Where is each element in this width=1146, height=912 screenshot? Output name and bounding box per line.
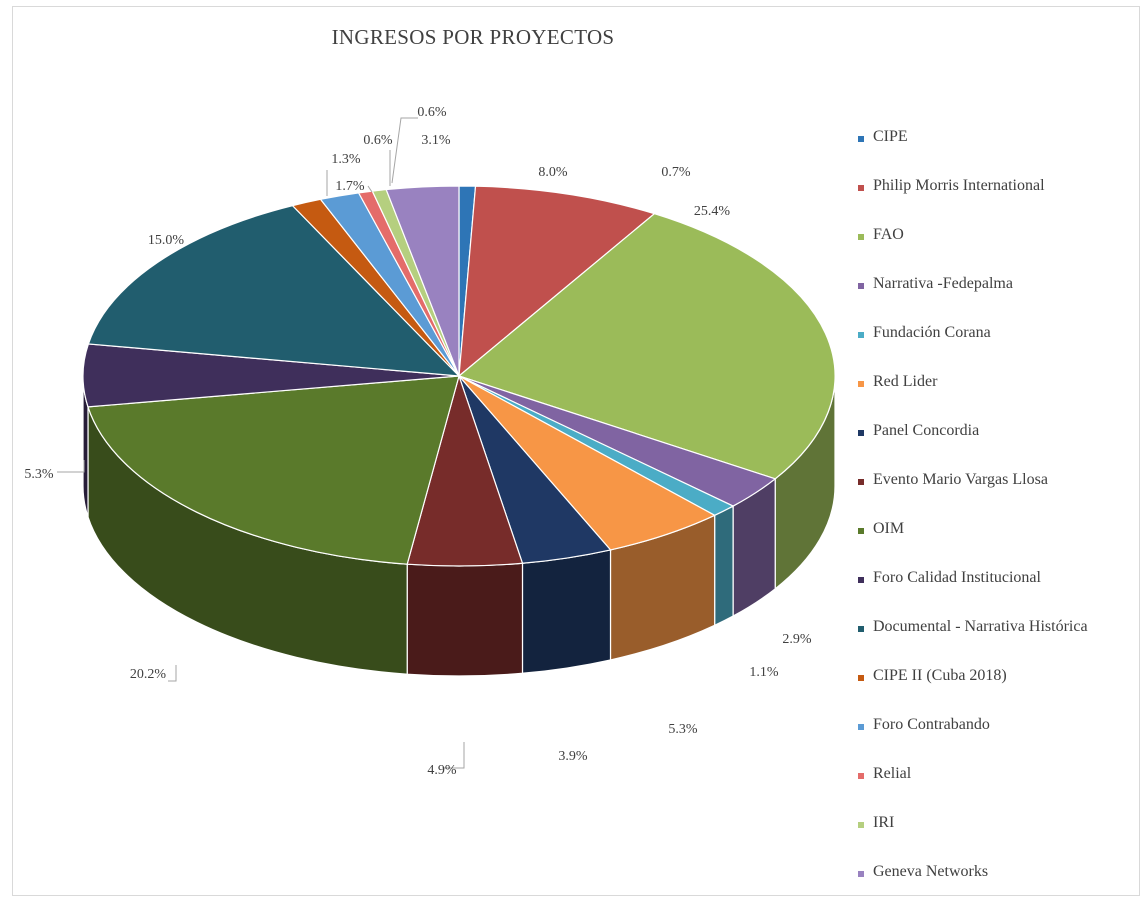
legend-label: Relial [873, 765, 912, 782]
legend-item-red-lider: Red Lider [858, 373, 1138, 422]
legend-label: CIPE [873, 128, 908, 145]
legend-item-narrativa-fedepalma: Narrativa -Fedepalma [858, 275, 1138, 324]
legend-label: Panel Concordia [873, 422, 980, 439]
legend-label: Foro Calidad Institucional [873, 569, 1041, 586]
legend-label: Geneva Networks [873, 863, 989, 880]
legend-item-geneva-networks: Geneva Networks [858, 863, 1138, 912]
pie-side-fundacion-corana [714, 505, 734, 627]
legend-label: FAO [873, 226, 904, 243]
legend-item-oim: OIM [858, 520, 1138, 569]
leader-line-foro-calidad-institucional [57, 460, 85, 473]
data-label-foro-contrabando: 1.7% [335, 179, 365, 194]
legend-swatch [858, 234, 864, 240]
legend-item-panel-concordia: Panel Concordia [858, 422, 1138, 471]
leader-line-iri [391, 117, 418, 184]
legend-label: Foro Contrabando [873, 716, 990, 733]
legend-label: OIM [873, 520, 905, 537]
legend-label: Philip Morris International [873, 177, 1045, 194]
legend-swatch [858, 528, 864, 534]
chart-title: INGRESOS POR PROYECTOS [331, 25, 615, 49]
pie-slice-geneva-networks [385, 185, 460, 377]
data-label-philip-morris-international: 8.0% [538, 165, 568, 180]
legend-item-cipe: CIPE [858, 128, 1138, 177]
legend-swatch [858, 626, 864, 632]
legend-label: Evento Mario Vargas Llosa [873, 471, 1048, 488]
pie-slice-oim [87, 375, 460, 565]
legend-swatch [858, 283, 864, 289]
legend-item-fundacion-corana: Fundación Corana [858, 324, 1138, 373]
leader-line-oim [168, 665, 177, 682]
legend-swatch [858, 871, 864, 877]
legend-swatch [858, 479, 864, 485]
legend-label: Fundación Corana [873, 324, 991, 341]
data-label-evento-mario-vargas-llosa: 4.9% [427, 763, 457, 778]
legend-swatch [858, 675, 864, 681]
data-label-panel-concordia: 3.9% [558, 749, 588, 764]
pie-side-panel-concordia [521, 549, 612, 674]
legend-item-cipe-ii-cuba-2018: CIPE II (Cuba 2018) [858, 667, 1138, 716]
legend-item-relial: Relial [858, 765, 1138, 814]
data-label-oim: 20.2% [130, 667, 167, 682]
data-label-narrativa-fedepalma: 2.9% [782, 632, 812, 647]
data-label-iri: 0.6% [417, 105, 447, 120]
legend-item-philip-morris-international: Philip Morris International [858, 177, 1138, 226]
pie-side-evento-mario-vargas-llosa [406, 562, 524, 677]
legend-swatch [858, 724, 864, 730]
legend-swatch [858, 332, 864, 338]
legend-label: Documental - Narrativa Histórica [873, 618, 1088, 635]
pie-slice-documental-narrativa-historica [87, 204, 461, 377]
data-label-geneva-networks: 3.1% [421, 133, 451, 148]
legend-swatch [858, 136, 864, 142]
data-label-fao: 25.4% [694, 204, 731, 219]
legend-swatch [858, 185, 864, 191]
data-label-documental-narrativa-historica: 15.0% [148, 233, 185, 248]
legend-swatch [858, 822, 864, 828]
legend-item-foro-contrabando: Foro Contrabando [858, 716, 1138, 765]
legend-swatch [858, 430, 864, 436]
data-label-fundacion-corana: 1.1% [749, 665, 779, 680]
data-label-red-lider: 5.3% [668, 722, 698, 737]
legend-label: CIPE II (Cuba 2018) [873, 667, 1007, 684]
legend-label: IRI [873, 814, 895, 831]
pie-slice-philip-morris-international [458, 185, 656, 378]
chart-legend: CIPE Philip Morris International FAO Narrat… [858, 128, 1138, 912]
data-label-cipe: 0.7% [661, 165, 691, 180]
legend-swatch [858, 577, 864, 583]
data-label-cipe-ii-cuba-2018: 1.3% [331, 152, 361, 167]
legend-item-iri: IRI [858, 814, 1138, 863]
leader-line-foro-contrabando [367, 185, 373, 193]
legend-label: Red Lider [873, 373, 938, 390]
legend-label: Narrativa -Fedepalma [873, 275, 1013, 292]
legend-swatch [858, 773, 864, 779]
pie-slice-fao [457, 213, 836, 480]
pie-chart: 0.7% 8.0% 25.4% 2.9% 1.1% 5.3% 3.9% 4.9% 20.2% 5.… [24, 105, 836, 778]
legend-item-fao: FAO [858, 226, 1138, 275]
legend-item-documental-narrativa-historica: Documental - Narrativa Histórica [858, 618, 1138, 667]
legend-swatch [858, 381, 864, 387]
leader-line-evento-mario-vargas-llosa [442, 742, 465, 769]
legend-item-foro-calidad-institucional: Foro Calidad Institucional [858, 569, 1138, 618]
data-label-foro-calidad-institucional: 5.3% [24, 467, 54, 482]
legend-item-evento-mario-vargas-llosa: Evento Mario Vargas Llosa [858, 471, 1138, 520]
data-label-relial: 0.6% [363, 133, 393, 148]
